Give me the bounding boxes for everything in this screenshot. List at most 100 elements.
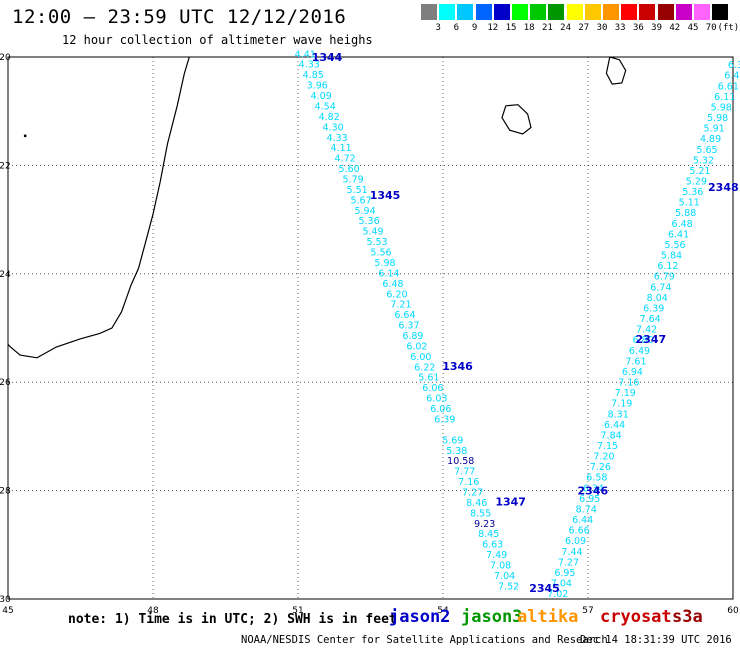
- wave-height-value: 4.54: [315, 101, 336, 112]
- wave-height-value: 5.11: [679, 198, 700, 209]
- wave-height-value: 8.31: [608, 409, 629, 420]
- pass-number-label: 1346: [442, 360, 473, 373]
- legend-swatch: [621, 4, 638, 20]
- map-frame: [7, 56, 734, 600]
- wave-height-value: 6.48: [382, 279, 403, 290]
- wave-height-value: 7.61: [625, 356, 646, 367]
- wave-height-value: 7.04: [551, 579, 572, 590]
- wave-height-value: 6.11: [714, 92, 735, 103]
- wave-height-value: 7.19: [615, 388, 636, 399]
- wave-height-value: 7.64: [640, 314, 661, 325]
- wave-height-value: 5.98: [711, 102, 732, 113]
- wave-height-value: 5.32: [693, 155, 714, 166]
- wave-height-value: 5.94: [354, 206, 375, 217]
- wave-height-value: 4.72: [335, 154, 356, 165]
- legend-swatch: [493, 4, 510, 20]
- wave-height-value: 6.58: [586, 473, 607, 484]
- wave-height-value: 6.03: [426, 394, 447, 405]
- satellite-name-jason3: jason3: [461, 607, 523, 627]
- legend-swatch: [675, 4, 692, 20]
- wave-height-value: 4.33: [299, 60, 320, 71]
- wave-height-value: 4.09: [311, 91, 332, 102]
- legend-swatch: [530, 4, 547, 20]
- wave-height-value: 8.74: [576, 504, 597, 515]
- wave-height-value: 6.09: [565, 536, 586, 547]
- wave-height-value: 5.56: [664, 240, 685, 251]
- wave-height-value: 5.51: [347, 185, 368, 196]
- wave-height-value: 7.49: [486, 550, 507, 561]
- page-title: 12:00 – 23:59 UTC 12/12/2016: [12, 6, 347, 28]
- legend-swatch: [712, 4, 729, 20]
- legend-label: 18: [523, 23, 535, 33]
- wave-height-value: 7.16: [458, 477, 479, 488]
- wave-height-value: 7.08: [490, 561, 511, 572]
- wave-height-value: 7.04: [494, 571, 515, 582]
- wave-height-value: 5.56: [370, 248, 391, 259]
- wave-height-value: 5.84: [661, 251, 682, 262]
- wave-height-value: 6.14: [378, 268, 399, 279]
- wave-height-value: 5.36: [682, 187, 703, 198]
- wave-height-value: 5.98: [374, 258, 395, 269]
- wave-height-value: 6.3: [728, 60, 740, 71]
- wave-height-value: 4.41: [295, 49, 316, 60]
- wave-height-value: 5.53: [366, 237, 387, 248]
- wave-height-value: 8.45: [478, 529, 499, 540]
- legend-label: 70: [705, 23, 717, 33]
- pass-number-label: 2348: [708, 181, 739, 194]
- lat-tick-label: -22: [0, 161, 11, 171]
- reunion-coastline: [501, 104, 532, 135]
- credit-text: NOAA/NESDIS Center for Satellite Applica…: [241, 634, 608, 646]
- wave-height-value: 6.48: [672, 219, 693, 230]
- wave-height-value: 6.39: [434, 414, 455, 425]
- satellite-name-s3a: s3a: [672, 607, 703, 627]
- pass-number-label: 2346: [578, 485, 609, 498]
- wave-height-value: 4.85: [303, 70, 324, 81]
- wave-height-value: 6.49: [629, 346, 650, 357]
- wave-height-value: 7.02: [547, 589, 568, 600]
- wave-height-value: 5.79: [343, 174, 364, 185]
- wave-height-value: 4.30: [323, 122, 344, 133]
- wave-height-value: 6.89: [402, 331, 423, 342]
- wave-height-value: 6.02: [406, 341, 427, 352]
- wave-height-value: 4.11: [331, 143, 352, 154]
- wave-height-value: 5.88: [675, 208, 696, 219]
- lon-tick-label: 45: [2, 606, 13, 616]
- wave-height-value: 6.61: [718, 81, 739, 92]
- legend-label: 24: [560, 23, 572, 33]
- island-dot: [23, 134, 27, 138]
- legend-label: 33: [614, 23, 626, 33]
- wave-height-value: 7.20: [593, 452, 614, 463]
- page-subtitle: 12 hour collection of altimeter wave hei…: [62, 33, 373, 47]
- lon-tick-label: 54: [437, 606, 449, 616]
- wave-height-value: 7.15: [597, 441, 618, 452]
- legend-label: 36: [632, 23, 644, 33]
- wave-height-value: 6.66: [569, 526, 590, 537]
- mauritius-coastline: [605, 56, 627, 85]
- legend-swatch: [421, 4, 437, 20]
- wave-height-value: 7.42: [636, 325, 657, 336]
- wave-height-value: 6.74: [650, 282, 671, 293]
- pass-number-label: 1344: [312, 51, 343, 64]
- wave-height-value: 7.77: [454, 467, 475, 478]
- legend-swatch: [475, 4, 492, 20]
- wave-height-value: 4.89: [700, 134, 721, 145]
- legend-label: 15: [505, 23, 517, 33]
- timestamp: Dec 14 18:31:39 UTC 2016: [580, 634, 732, 646]
- wave-height-value: 5.61: [418, 373, 439, 384]
- wave-height-value: 7.44: [561, 547, 582, 558]
- wave-height-value: 6.44: [572, 515, 593, 526]
- wave-height-value: 6.4: [724, 71, 739, 82]
- wave-height-value: 7.19: [611, 399, 632, 410]
- wave-height-value: 5.60: [339, 164, 360, 175]
- wave-height-value: 6.64: [394, 310, 415, 321]
- wave-height-value: 5.65: [696, 145, 717, 156]
- legend-label: 12: [487, 23, 499, 33]
- satellite-name-altika: altika: [517, 607, 579, 627]
- wave-height-value: 5.21: [689, 166, 710, 177]
- legend-swatch: [512, 4, 528, 20]
- wave-height-value: 8.55: [470, 508, 491, 519]
- wave-height-value: 6.39: [643, 303, 664, 314]
- wave-height-value: 6.94: [622, 367, 643, 378]
- legend-swatch: [439, 4, 456, 20]
